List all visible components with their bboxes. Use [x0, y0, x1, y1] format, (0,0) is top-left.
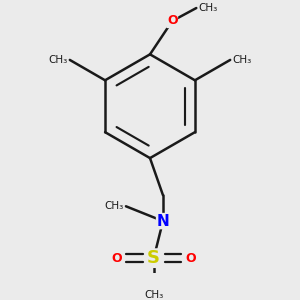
Text: O: O — [185, 252, 196, 265]
Text: CH₃: CH₃ — [144, 290, 163, 300]
Text: N: N — [157, 214, 169, 229]
Text: O: O — [111, 252, 122, 265]
Text: O: O — [167, 14, 178, 28]
Text: S: S — [147, 249, 160, 267]
Text: CH₃: CH₃ — [49, 55, 68, 65]
Text: CH₃: CH₃ — [232, 55, 251, 65]
Text: CH₃: CH₃ — [198, 3, 218, 13]
Text: CH₃: CH₃ — [105, 201, 124, 211]
